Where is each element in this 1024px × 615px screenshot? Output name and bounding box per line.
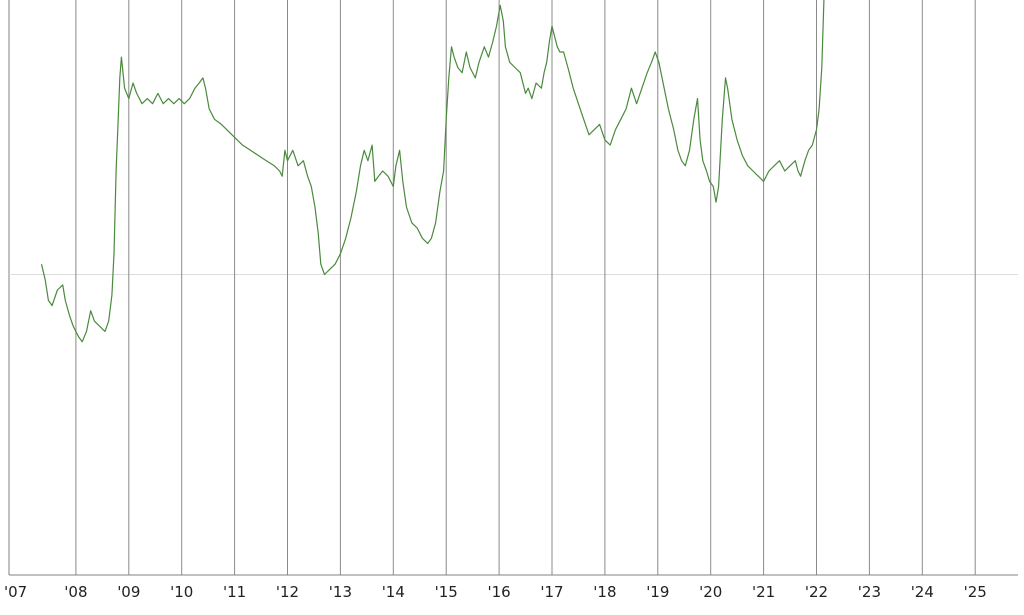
horizontal-gridlines [9,274,1018,275]
x-tick-label-22: '22 [805,583,828,601]
x-tick-label-17: '17 [540,583,563,601]
x-tick-label-14: '14 [382,583,405,601]
x-tick-label-10: '10 [170,583,193,601]
x-tick-label-18: '18 [593,583,616,601]
x-tick-label-16: '16 [487,583,510,601]
x-tick-label-24: '24 [911,583,934,601]
x-tick-label-11: '11 [223,583,246,601]
x-tick-label-15: '15 [435,583,458,601]
series-line [40,0,825,343]
x-tick-label-25: '25 [964,583,987,601]
x-tick-label-07: '07 [4,583,27,601]
x-tick-label-08: '08 [64,583,87,601]
vertical-gridlines [75,0,976,575]
x-tick-label-09: '09 [117,583,140,601]
x-tick-label-13: '13 [329,583,352,601]
x-tick-label-21: '21 [752,583,775,601]
x-tick-label-19: '19 [646,583,669,601]
x-tick-labels: '07 '08 '09 '10 '11 '12 '13 '14 '15 '16 '17 '18 '19 '… [4,583,987,601]
x-tick-label-12: '12 [276,583,299,601]
x-tick-label-23: '23 [858,583,881,601]
x-tick-label-20: '20 [699,583,722,601]
